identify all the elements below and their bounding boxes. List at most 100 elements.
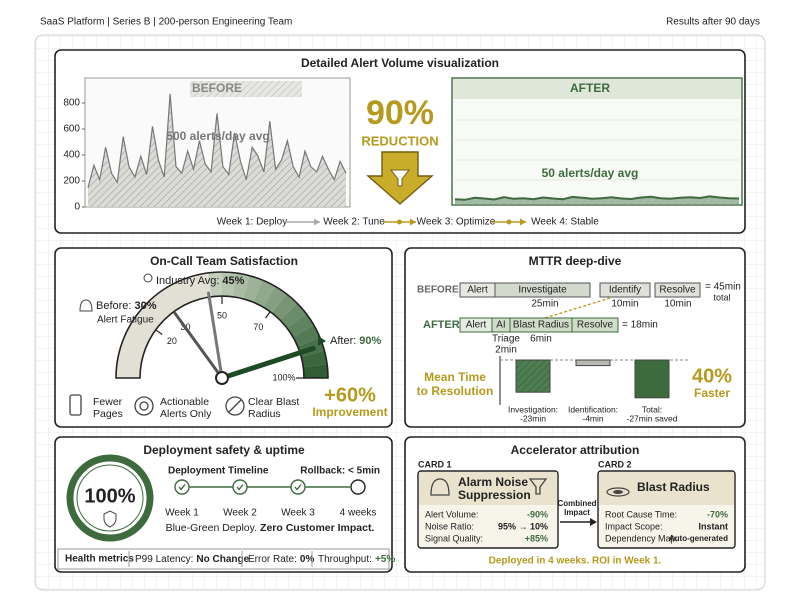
timeline-arrowhead [520,218,526,226]
label-part: Industry Avg: [156,275,219,287]
before-row-label: BEFORE [417,285,459,296]
gauge-tick [265,311,271,319]
target-icon-inner [139,401,149,411]
card-row-value: -70% [707,509,728,519]
deploy-note: Blue-Green Deploy. Zero Customer Impact. [166,522,375,534]
benefit-text: Fewer [93,396,123,408]
label-part: No Change [196,554,249,565]
panel-title: Deployment safety & uptime [143,443,305,457]
combined-label: Combined [557,499,596,508]
process-step [599,282,651,298]
label-part: Blue-Green Deploy. [166,522,257,534]
card-row-value: Instant [698,521,728,531]
gauge-band [194,272,212,299]
after-plot [451,77,743,206]
y-tick-label: 400 [63,150,80,161]
uptime-ring-inner [76,464,144,532]
gauge-needle [207,291,224,380]
card-tag: CARD 1 [418,459,452,469]
radius-icon [606,487,630,497]
health-item: Throughput: +5% [318,554,395,565]
health-item: P99 Latency: No Change [135,554,250,565]
deploy-step-label: Week 2 [223,508,257,519]
step-label: Resolve [659,285,696,296]
savings-bar-label: Investigation: [508,404,558,414]
panel-title: MTTR deep-dive [529,254,622,268]
before-gauge-label: Before: 30% [96,300,157,312]
gold-dashed-arrow [544,297,611,319]
after-row-label: AFTER [423,319,460,331]
gauge-band [116,350,143,368]
step-label: Alert [466,320,487,331]
radius-icon [613,490,623,494]
gauge-band [124,325,151,347]
gauge-band [293,325,320,347]
radius-icon [225,396,245,416]
card-row-label: Signal Quality: [425,533,483,543]
label-part: 30% [134,300,156,312]
benefit-text: Clear Blast [248,396,299,408]
timeline-step: Week 4: Stable [531,217,599,228]
health-label: Health metrics [65,554,134,565]
gauge-band [263,286,287,313]
step-label: Blast Radius [513,320,569,331]
target-icon [134,396,154,416]
combined-label: Impact [564,508,590,517]
health-item: Error Rate: 0% [248,554,314,565]
improvement-value: +60% [324,384,376,406]
funnel-icon [389,169,411,187]
label-part: P99 Latency: [135,554,193,565]
gauge-band [147,293,173,321]
savings-bar [515,359,551,393]
card-header [419,472,557,505]
timeline-dot [397,219,402,225]
before-total: = 45min [705,282,741,293]
card-row-label: Dependency Map: [605,533,678,543]
phone-icon [69,394,82,416]
gauge-band [303,364,328,378]
timeline-step: Week 1: Deploy [217,217,287,228]
step-label: AI [496,320,505,331]
deploy-step-dot [232,479,248,495]
combined-arrowhead [590,518,597,526]
check-icon [236,484,244,491]
gauge-band [116,364,141,378]
bell-icon [79,299,93,312]
y-tick-label: 0 [74,202,80,213]
label-part: Throughput: [318,554,372,565]
deploy-step-label: Week 3 [281,508,315,519]
panel-title: On-Call Team Satisfaction [150,254,298,268]
deploy-step-dot [350,479,366,495]
timeline-step: Week 3: Optimize [417,217,496,228]
deploy-step-dot [290,479,306,495]
deploy-step-dot [174,479,190,495]
savings-bar-label: -4min [582,413,604,423]
label-part: Before: [96,300,131,312]
step-duration: 2min [495,345,517,356]
card-row-value: +85% [525,533,548,543]
card-row-value: 95% → 10% [498,521,548,531]
gauge-band [243,275,263,303]
before-band [190,81,302,97]
gauge-band [253,280,275,307]
savings-label: to Resolution [417,384,494,398]
header-right: Results after 90 days [666,17,760,28]
faster-value: 40% [692,365,732,387]
bell-icon [430,478,450,496]
savings-bar-label: Identification: [568,404,618,414]
step-duration: 6min [530,334,552,345]
before-total-note: total [713,292,730,302]
before-label: BEFORE [192,81,242,95]
y-tick-label: 800 [63,98,80,109]
check-icon [178,484,186,491]
uptime-value: 100% [84,485,135,507]
panel-title: Accelerator attribution [511,443,640,457]
timeline-step: Week 2: Tune [323,217,385,228]
gauge-tick-label: 20 [167,336,177,346]
savings-bar-label: -27min saved [626,413,677,423]
gauge-tick-label: 50 [217,310,227,320]
after-line [454,195,740,201]
process-step [571,317,619,333]
card-title: Alarm Noise [458,475,528,489]
